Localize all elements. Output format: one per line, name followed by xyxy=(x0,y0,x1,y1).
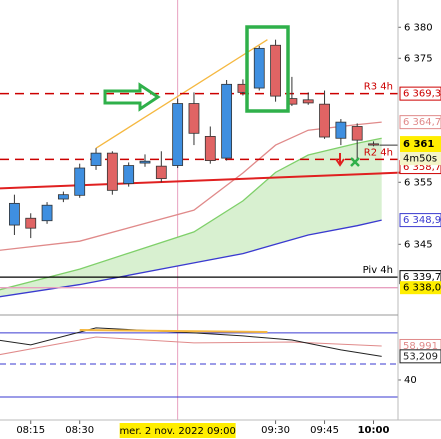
line xyxy=(0,336,382,356)
timer-label: 4m50s xyxy=(403,154,437,165)
candle-body xyxy=(335,121,347,139)
date-label: mer. 2 nov. 2022 09:00 xyxy=(119,426,235,437)
x-tick-label: 10:00 xyxy=(358,425,390,436)
candle-body xyxy=(25,217,37,229)
y-tick-label: 6 380 xyxy=(404,22,433,33)
candle-body xyxy=(188,103,200,134)
current-price-label: 6 361 xyxy=(403,139,434,150)
ma-tag xyxy=(399,213,441,228)
candle-body xyxy=(155,165,167,179)
candle-body xyxy=(74,167,86,196)
candle-body xyxy=(253,47,265,89)
y-tick-label: 6 345 xyxy=(404,239,433,250)
line xyxy=(0,219,382,298)
level-tag xyxy=(399,86,441,101)
x-tick-label: 08:15 xyxy=(16,425,45,436)
candle-body xyxy=(123,165,135,184)
ma-tag-label: 6 364,7 xyxy=(403,117,441,128)
candle-body xyxy=(204,135,216,161)
candle-body xyxy=(57,194,69,200)
cross-signal xyxy=(350,157,360,167)
candle-body xyxy=(368,143,379,146)
date-label-bg xyxy=(119,423,236,438)
mid-layer xyxy=(0,39,407,357)
level-tag-label: 6 358,7 xyxy=(403,162,441,173)
line xyxy=(0,327,382,357)
candle-body xyxy=(139,160,151,164)
highlight-box xyxy=(245,25,290,113)
x-tick-label: 09:45 xyxy=(310,425,339,436)
candle-body xyxy=(351,126,363,141)
osc-tag-label: 58,991 xyxy=(403,341,438,352)
candle-body xyxy=(9,202,20,226)
candle-body xyxy=(172,103,184,166)
candle-body xyxy=(319,103,330,138)
level-tag-label: 6 339,7 xyxy=(403,272,441,283)
y-tick-label: 6 355 xyxy=(404,177,433,188)
candle-body xyxy=(106,152,118,191)
level-name: R3 4h xyxy=(364,82,393,93)
level-name: Piv 4h xyxy=(363,265,393,276)
osc-tag-label: 53,209 xyxy=(403,351,438,362)
level-name: R2 4h xyxy=(364,147,393,158)
front-layer: 6 380 6 375 6 355 6 345 08:15 08:30 09:30 09:45… xyxy=(16,22,441,438)
timer-tag xyxy=(400,152,441,166)
level-tag-label: 6 338,0 xyxy=(403,283,441,294)
candle-body xyxy=(41,204,53,222)
ma-tag-label: 6 348,9 xyxy=(403,215,441,226)
ma-tag xyxy=(399,115,441,130)
sell-signal xyxy=(335,153,345,167)
level-tag-label: 6 369,3 xyxy=(403,89,441,100)
level-tag xyxy=(400,281,441,295)
candle-body xyxy=(90,152,102,166)
x-tick-label: 08:30 xyxy=(65,425,94,436)
line xyxy=(0,137,382,291)
candle-body xyxy=(221,83,233,159)
candle-body xyxy=(270,44,281,97)
x-tick-label: 09:30 xyxy=(261,425,290,436)
arrow-annotation xyxy=(103,82,161,112)
candle-body xyxy=(302,99,314,104)
line xyxy=(79,329,268,333)
y-tick-label: 6 375 xyxy=(404,53,433,64)
osc-tag xyxy=(399,349,441,364)
line xyxy=(0,171,407,190)
osc-tick-label: 40 xyxy=(404,375,417,386)
current-price-tag xyxy=(400,136,441,153)
